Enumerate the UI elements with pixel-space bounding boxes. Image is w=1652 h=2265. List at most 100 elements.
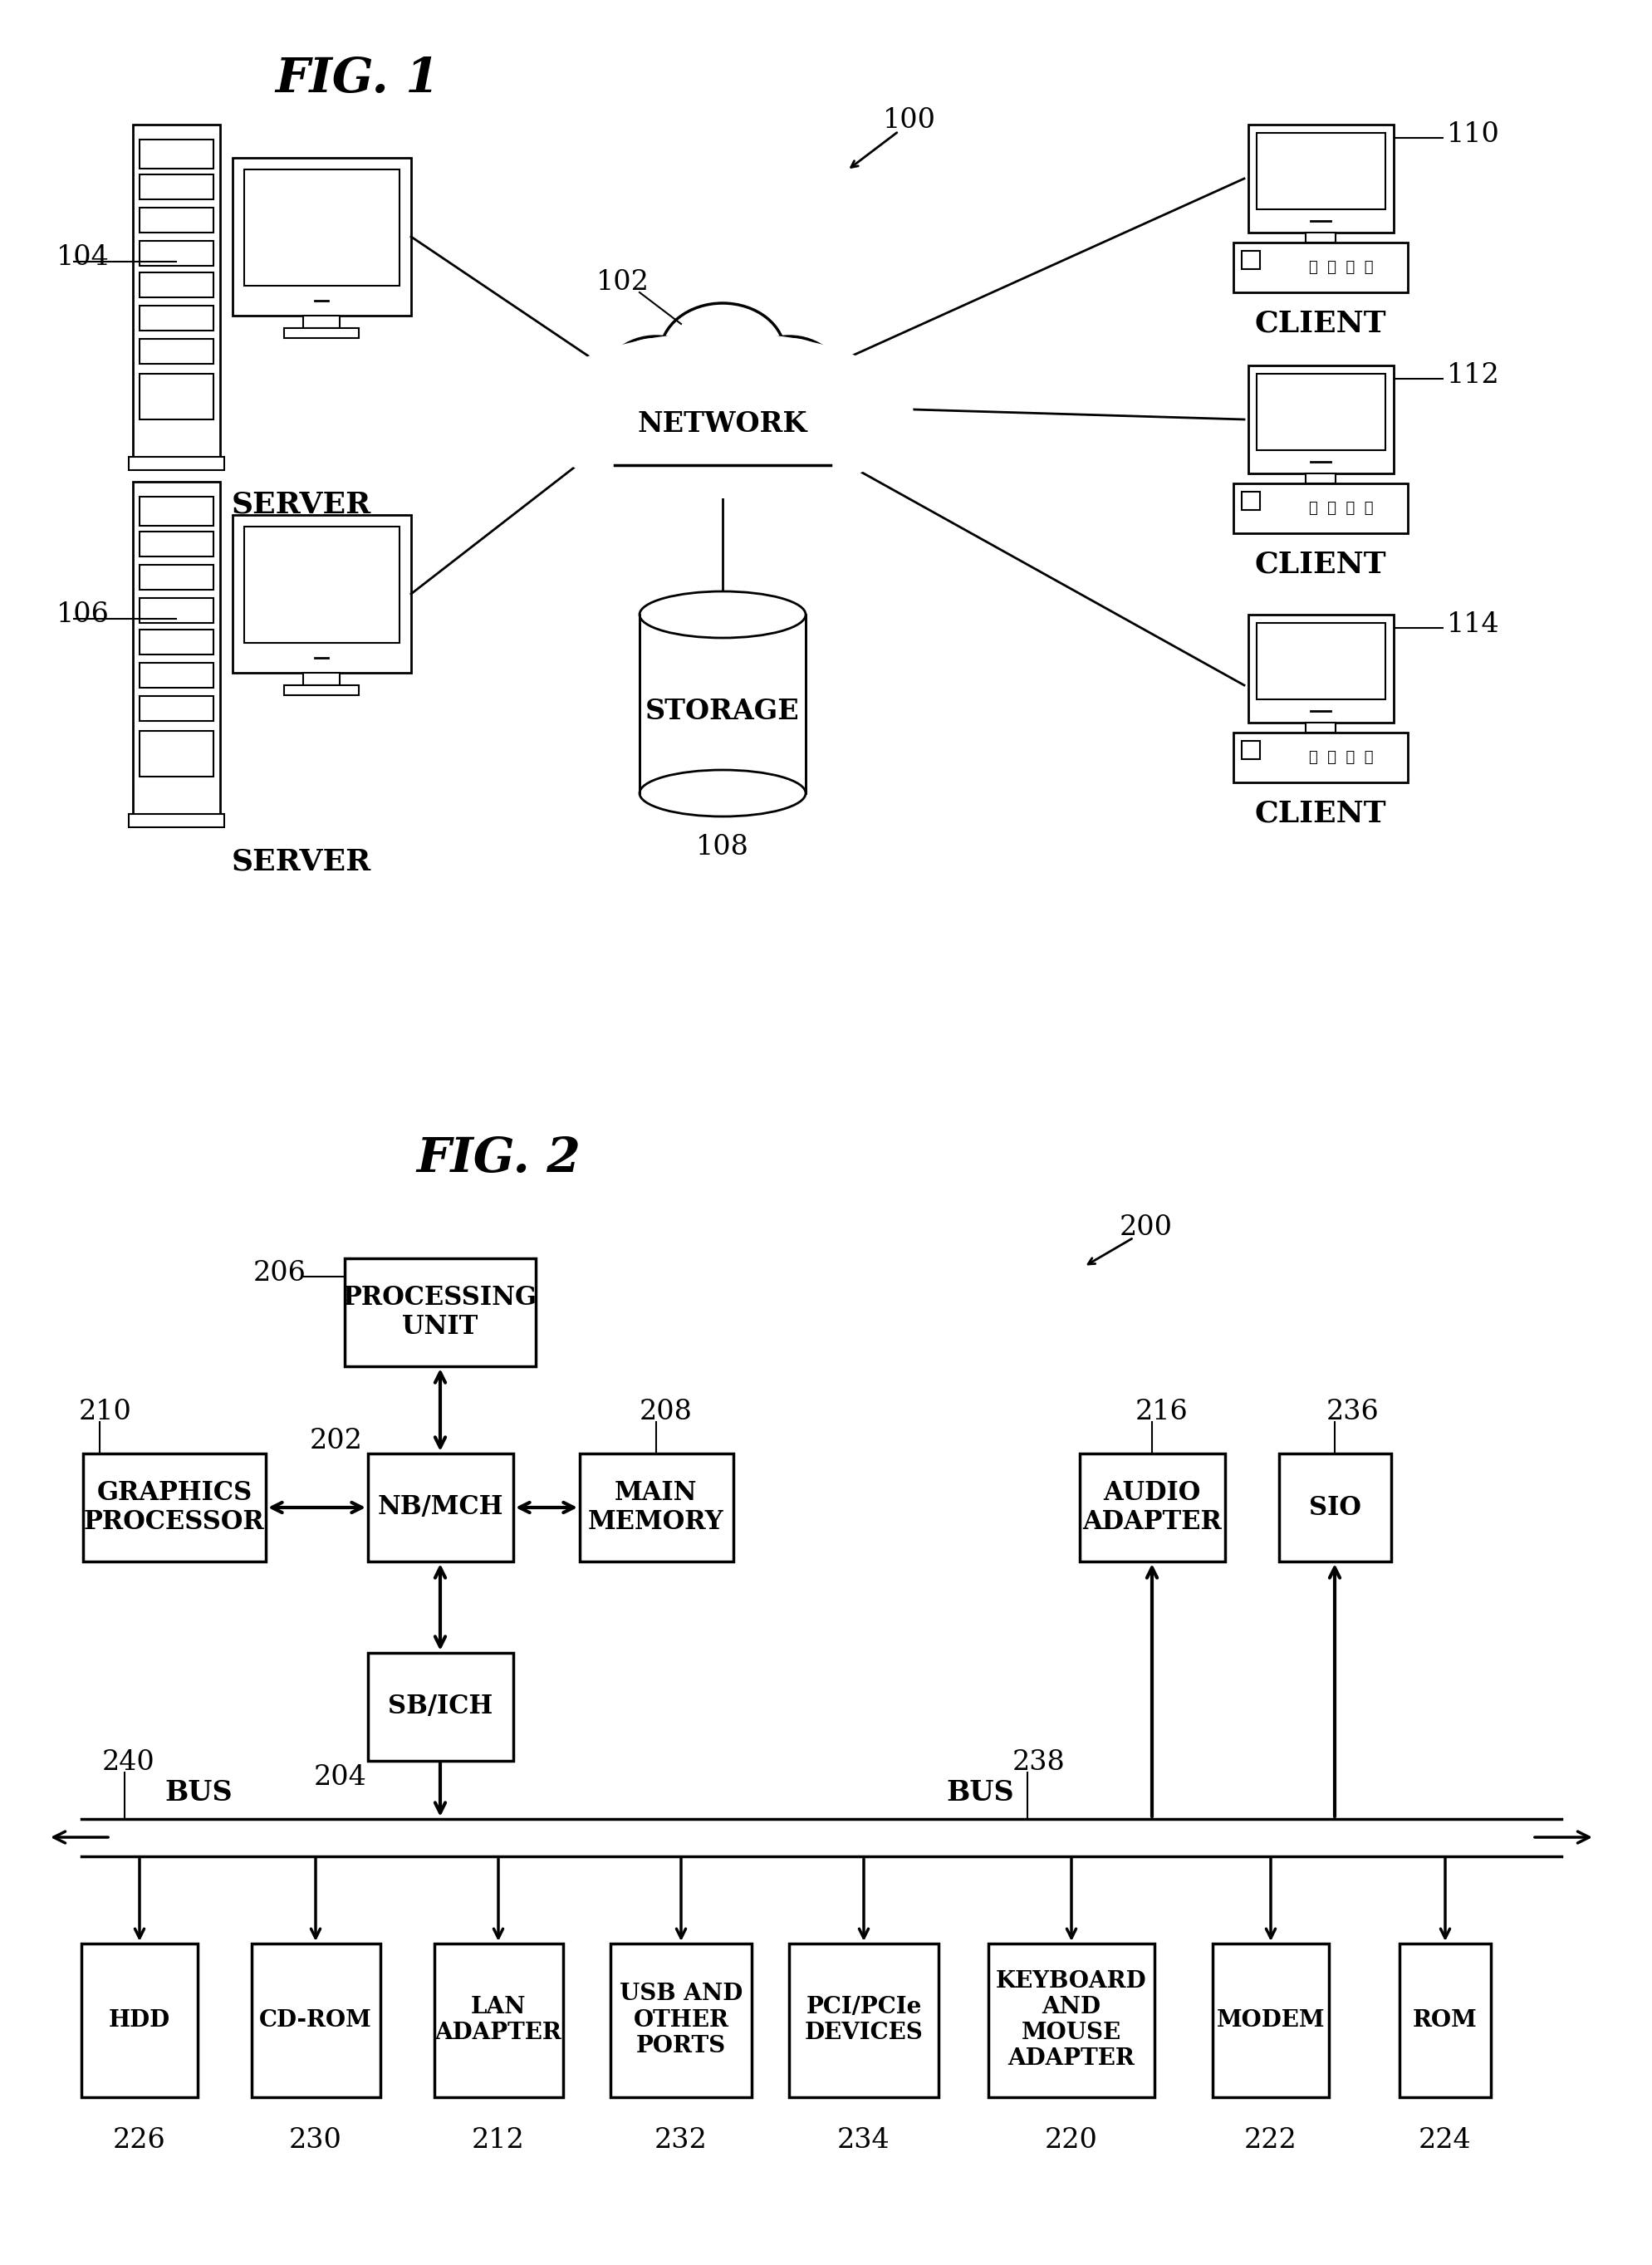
Text: ROM: ROM xyxy=(1412,2009,1477,2032)
Bar xyxy=(1399,1943,1490,2097)
Text: PROCESSING
UNIT: PROCESSING UNIT xyxy=(344,1284,537,1341)
Bar xyxy=(1234,242,1408,292)
Text: 226: 226 xyxy=(112,2127,165,2154)
Bar xyxy=(1249,365,1394,473)
Text: 102: 102 xyxy=(596,270,649,297)
Text: 234: 234 xyxy=(838,2127,890,2154)
Bar xyxy=(139,240,213,265)
Text: 204: 204 xyxy=(314,1764,367,1792)
Bar xyxy=(129,813,225,827)
Text: LAN
ADAPTER: LAN ADAPTER xyxy=(434,1995,562,2043)
Text: 208: 208 xyxy=(639,1400,692,1425)
Text: 112: 112 xyxy=(1447,362,1500,390)
Bar xyxy=(251,1943,380,2097)
Text: ≫  ≫  ≫  ≫: ≫ ≫ ≫ ≫ xyxy=(1308,750,1373,766)
Bar xyxy=(139,564,213,589)
Bar xyxy=(1242,492,1260,510)
Bar xyxy=(139,732,213,777)
Bar xyxy=(368,1454,514,1561)
Bar xyxy=(129,458,225,471)
Bar xyxy=(139,630,213,655)
Bar xyxy=(83,1454,266,1561)
Bar xyxy=(611,1943,752,2097)
Text: SB/ICH: SB/ICH xyxy=(388,1694,492,1719)
Bar xyxy=(988,1943,1155,2097)
Bar xyxy=(139,598,213,623)
Text: 238: 238 xyxy=(1013,1749,1066,1776)
Text: 216: 216 xyxy=(1135,1400,1188,1425)
Text: 202: 202 xyxy=(311,1427,363,1454)
Text: NB/MCH: NB/MCH xyxy=(377,1495,504,1520)
Ellipse shape xyxy=(639,770,806,815)
Bar xyxy=(284,686,358,695)
Ellipse shape xyxy=(573,385,672,471)
Bar xyxy=(1242,251,1260,270)
Bar xyxy=(1305,233,1335,242)
Text: SERVER: SERVER xyxy=(231,492,372,519)
Bar xyxy=(434,1943,563,2097)
Text: 110: 110 xyxy=(1447,122,1500,147)
Bar xyxy=(139,140,213,168)
Ellipse shape xyxy=(532,333,914,498)
Bar xyxy=(304,315,340,328)
Text: AUDIO
ADAPTER: AUDIO ADAPTER xyxy=(1082,1479,1222,1536)
Text: 240: 240 xyxy=(102,1749,155,1776)
Text: 100: 100 xyxy=(882,106,937,134)
Text: KEYBOARD
AND
MOUSE
ADAPTER: KEYBOARD AND MOUSE ADAPTER xyxy=(996,1971,1146,2070)
Bar xyxy=(139,496,213,525)
Ellipse shape xyxy=(661,304,785,403)
Bar xyxy=(1234,482,1408,532)
Ellipse shape xyxy=(705,399,823,489)
Bar xyxy=(345,1259,535,1366)
Ellipse shape xyxy=(639,591,806,639)
Bar xyxy=(132,482,220,813)
Text: SERVER: SERVER xyxy=(231,847,372,877)
Text: 230: 230 xyxy=(289,2127,342,2154)
Bar xyxy=(1234,732,1408,781)
Text: CLIENT: CLIENT xyxy=(1256,310,1386,337)
Bar xyxy=(1257,623,1386,700)
Bar xyxy=(139,208,213,233)
Bar xyxy=(244,170,400,285)
Bar xyxy=(139,174,213,199)
Bar xyxy=(790,1943,938,2097)
Bar xyxy=(284,328,358,337)
Text: 236: 236 xyxy=(1327,1400,1379,1425)
Text: 232: 232 xyxy=(654,2127,707,2154)
Text: CLIENT: CLIENT xyxy=(1256,550,1386,580)
Text: 212: 212 xyxy=(472,2127,525,2154)
Ellipse shape xyxy=(775,387,871,469)
Bar xyxy=(139,306,213,331)
Bar xyxy=(1257,374,1386,451)
Text: 104: 104 xyxy=(56,245,109,272)
Text: 200: 200 xyxy=(1120,1214,1173,1241)
Bar xyxy=(580,1454,733,1561)
Ellipse shape xyxy=(631,399,747,489)
Bar xyxy=(244,525,400,643)
Text: CD-ROM: CD-ROM xyxy=(259,2009,372,2032)
Bar xyxy=(139,695,213,720)
Text: STORAGE: STORAGE xyxy=(646,698,800,725)
Text: SIO: SIO xyxy=(1308,1495,1361,1520)
Bar xyxy=(368,1653,514,1760)
Bar xyxy=(233,159,411,315)
Bar xyxy=(1257,134,1386,208)
Text: 222: 222 xyxy=(1244,2127,1297,2154)
Text: BUS: BUS xyxy=(165,1778,233,1805)
Text: CLIENT: CLIENT xyxy=(1256,800,1386,829)
Text: 114: 114 xyxy=(1447,612,1500,639)
Text: PCI/PCIe
DEVICES: PCI/PCIe DEVICES xyxy=(805,1995,923,2043)
Text: ≫  ≫  ≫  ≫: ≫ ≫ ≫ ≫ xyxy=(1308,501,1373,516)
Bar xyxy=(1242,741,1260,759)
Bar xyxy=(139,664,213,689)
Text: HDD: HDD xyxy=(109,2009,170,2032)
Ellipse shape xyxy=(603,337,710,428)
Bar xyxy=(1305,723,1335,732)
Text: 108: 108 xyxy=(695,834,748,861)
Text: FIG. 1: FIG. 1 xyxy=(274,54,439,102)
Bar xyxy=(139,340,213,365)
Ellipse shape xyxy=(735,337,843,428)
Bar xyxy=(233,514,411,673)
Bar xyxy=(1249,614,1394,723)
Bar xyxy=(139,272,213,297)
